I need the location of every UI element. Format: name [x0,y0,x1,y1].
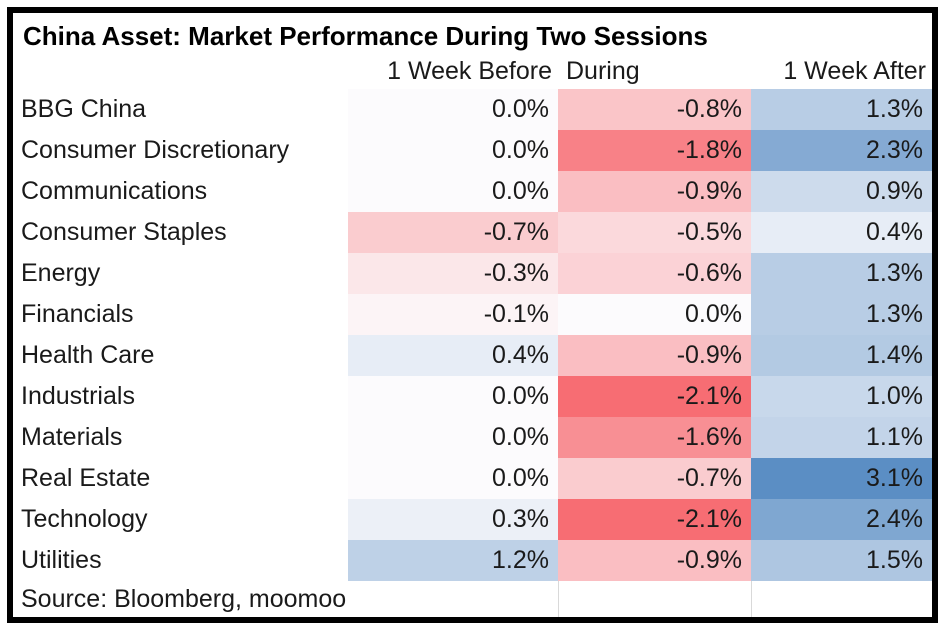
column-header-during: During [566,57,640,85]
value-cell: -0.8% [558,89,751,130]
value-cell: -0.3% [348,253,558,294]
row-label: Utilities [13,540,348,581]
value-cell: -0.5% [558,212,751,253]
value-cell: 0.9% [751,171,932,212]
value-cell: -1.6% [558,417,751,458]
value-cell: -0.9% [558,335,751,376]
row-label: Financials [13,294,348,335]
row-label: Energy [13,253,348,294]
value-cell: 1.0% [751,376,932,417]
page-title: China Asset: Market Performance During T… [23,21,708,51]
source-row-after-cell [751,581,932,617]
source-note: Source: Bloomberg, moomoo [13,581,558,617]
value-cell: 0.4% [348,335,558,376]
value-cell: -1.8% [558,130,751,171]
column-header-1-week-after: 1 Week After [783,57,926,85]
row-label: Technology [13,499,348,540]
column-header-1-week-before: 1 Week Before [387,57,552,85]
value-cell: 1.5% [751,540,932,581]
value-cell: 0.0% [348,458,558,499]
value-cell: 1.3% [751,294,932,335]
value-cell: -0.7% [558,458,751,499]
value-cell: -0.6% [558,253,751,294]
row-label: Consumer Discretionary [13,130,348,171]
value-cell: 1.3% [751,89,932,130]
value-cell: 0.0% [348,171,558,212]
row-label: Communications [13,171,348,212]
header-row-label-spacer [13,55,348,89]
row-label: Materials [13,417,348,458]
value-cell: 0.3% [348,499,558,540]
value-cell: 1.2% [348,540,558,581]
value-cell: 1.1% [751,417,932,458]
row-label: BBG China [13,89,348,130]
heatmap-table: 1 Week Before During 1 Week After BBG Ch… [13,55,932,617]
row-label: Industrials [13,376,348,417]
value-cell: 0.0% [348,130,558,171]
value-cell: -0.7% [348,212,558,253]
value-cell: 1.3% [751,253,932,294]
value-cell: 0.0% [348,89,558,130]
value-cell: 2.4% [751,499,932,540]
value-cell: -0.9% [558,171,751,212]
value-cell: 2.3% [751,130,932,171]
source-row-during-cell [558,581,751,617]
value-cell: -2.1% [558,376,751,417]
value-cell: -2.1% [558,499,751,540]
table-frame: China Asset: Market Performance During T… [7,7,938,623]
row-label: Real Estate [13,458,348,499]
value-cell: -0.1% [348,294,558,335]
value-cell: 0.4% [751,212,932,253]
value-cell: 0.0% [558,294,751,335]
value-cell: -0.9% [558,540,751,581]
value-cell: 3.1% [751,458,932,499]
value-cell: 1.4% [751,335,932,376]
value-cell: 0.0% [348,417,558,458]
row-label: Consumer Staples [13,212,348,253]
row-label: Health Care [13,335,348,376]
value-cell: 0.0% [348,376,558,417]
